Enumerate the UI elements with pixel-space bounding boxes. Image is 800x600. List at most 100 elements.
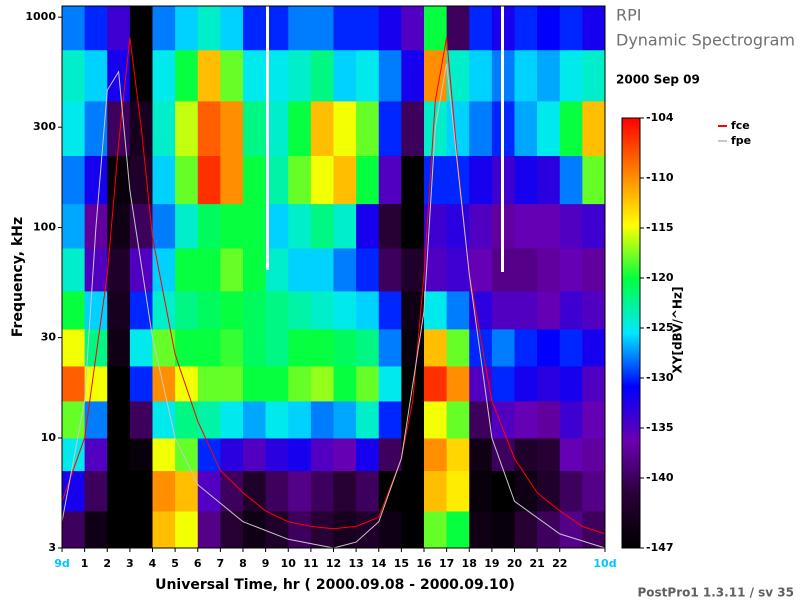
- heatmap-cell: [378, 49, 402, 102]
- heatmap-cell: [220, 155, 244, 205]
- data-gap: [501, 6, 504, 272]
- heatmap-cell: [265, 203, 289, 249]
- heatmap-cell: [288, 203, 312, 249]
- heatmap-cell: [197, 365, 221, 402]
- heatmap-cell: [537, 49, 561, 102]
- heatmap-cell: [220, 290, 244, 330]
- x-tick-label: 10: [281, 557, 297, 570]
- heatmap-cell: [129, 365, 153, 402]
- heatmap-cell: [333, 437, 357, 472]
- heatmap-cell: [469, 470, 493, 512]
- heatmap-cell: [62, 470, 86, 512]
- heatmap-cell: [356, 510, 380, 549]
- heatmap-cell: [514, 155, 538, 205]
- heatmap-cell: [537, 510, 561, 549]
- heatmap-cell: [175, 400, 199, 439]
- heatmap-cell: [129, 155, 153, 205]
- heatmap-cell: [446, 470, 470, 512]
- heatmap-cell: [491, 365, 515, 402]
- x-tick-label: 3: [126, 557, 134, 570]
- heatmap-cell: [446, 203, 470, 249]
- heatmap-cell: [107, 6, 131, 51]
- heatmap-cell: [152, 510, 176, 549]
- heatmap-cell: [288, 437, 312, 472]
- heatmap-cell: [333, 100, 357, 157]
- heatmap-cell: [401, 49, 425, 102]
- heatmap-cell: [288, 247, 312, 292]
- heatmap-cell: [197, 510, 221, 549]
- heatmap-cell: [84, 100, 108, 157]
- heatmap-cell: [537, 437, 561, 472]
- colorbar-label: XY[dBV/^Hz]: [671, 287, 685, 374]
- heatmap-cell: [378, 328, 402, 367]
- heatmap-cell: [356, 100, 380, 157]
- heatmap-cell: [152, 290, 176, 330]
- heatmap-cell: [424, 49, 448, 102]
- heatmap-cell: [378, 100, 402, 157]
- heatmap-cell: [356, 400, 380, 439]
- heatmap-cell: [378, 155, 402, 205]
- heatmap-cell: [220, 247, 244, 292]
- heatmap-cell: [356, 365, 380, 402]
- x-tick-label: 9d: [54, 557, 70, 570]
- heatmap-cell: [175, 510, 199, 549]
- heatmap-cell: [401, 470, 425, 512]
- heatmap-cell: [469, 203, 493, 249]
- heatmap-cell: [243, 290, 267, 330]
- footer: PostPro1 1.3.11 / sv 35: [638, 586, 795, 600]
- heatmap-cell: [401, 203, 425, 249]
- x-tick-label: 16: [416, 557, 432, 570]
- heatmap-cell: [243, 6, 267, 51]
- heatmap-cell: [175, 365, 199, 402]
- heatmap-cell: [401, 155, 425, 205]
- heatmap-cell: [107, 247, 131, 292]
- heatmap-cell: [265, 247, 289, 292]
- heatmap-cell: [129, 470, 153, 512]
- heatmap-cell: [265, 365, 289, 402]
- heatmap-cell: [175, 100, 199, 157]
- heatmap-cell: [356, 437, 380, 472]
- heatmap-cell: [469, 155, 493, 205]
- heatmap-cell: [310, 470, 334, 512]
- heatmap-cell: [491, 400, 515, 439]
- heatmap-cell: [559, 290, 583, 330]
- heatmap-cell: [559, 49, 583, 102]
- x-tick-label: 19: [484, 557, 499, 570]
- heatmap-cell: [537, 100, 561, 157]
- heatmap-cell: [424, 400, 448, 439]
- x-tick-label: 9: [262, 557, 270, 570]
- heatmap-cell: [401, 247, 425, 292]
- heatmap-cell: [559, 400, 583, 439]
- heatmap-cell: [107, 328, 131, 367]
- heatmap-cell: [62, 49, 86, 102]
- heatmap-cell: [129, 328, 153, 367]
- heatmap-cell: [152, 155, 176, 205]
- heatmap-cell: [537, 328, 561, 367]
- heatmap-cell: [175, 470, 199, 512]
- heatmap-cell: [107, 203, 131, 249]
- x-tick-label: 4: [149, 557, 157, 570]
- heatmap-cell: [424, 437, 448, 472]
- heatmap-cell: [84, 510, 108, 549]
- heatmap-cell: [401, 510, 425, 549]
- heatmap-cell: [152, 203, 176, 249]
- heatmap-cell: [220, 400, 244, 439]
- heatmap-cell: [62, 365, 86, 402]
- chart-title: RPI: [616, 6, 641, 25]
- heatmap-cell: [243, 437, 267, 472]
- heatmap-cell: [310, 100, 334, 157]
- heatmap-cell: [107, 400, 131, 439]
- heatmap-cell: [310, 510, 334, 549]
- heatmap-cell: [62, 510, 86, 549]
- heatmap-cell: [582, 49, 606, 102]
- heatmap-cell: [446, 437, 470, 472]
- heatmap-cell: [582, 470, 606, 512]
- heatmap-cell: [559, 247, 583, 292]
- heatmap-cell: [514, 400, 538, 439]
- heatmap-cell: [220, 510, 244, 549]
- heatmap-cell: [537, 203, 561, 249]
- data-gap: [266, 6, 269, 270]
- heatmap-cell: [220, 49, 244, 102]
